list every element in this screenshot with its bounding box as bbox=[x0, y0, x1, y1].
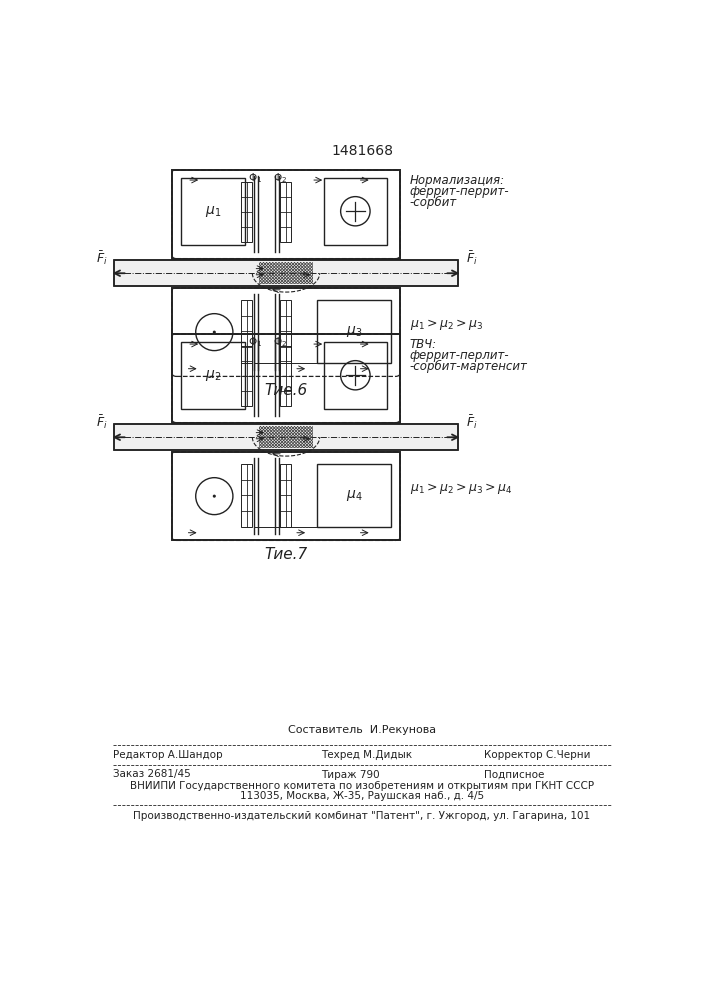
Text: 113035, Москва, Ж-35, Раушская наб., д. 4/5: 113035, Москва, Ж-35, Раушская наб., д. … bbox=[240, 791, 484, 801]
Text: Редактор А.Шандор: Редактор А.Шандор bbox=[113, 750, 223, 760]
Text: $\Phi_1$: $\Phi_1$ bbox=[248, 335, 262, 349]
Bar bbox=[241, 464, 252, 527]
Bar bbox=[114, 424, 458, 450]
Text: $\mu_2$: $\mu_2$ bbox=[204, 368, 221, 383]
Bar bbox=[317, 464, 391, 527]
Text: ТВЧ:: ТВЧ: bbox=[409, 338, 437, 351]
Bar bbox=[241, 182, 252, 242]
Bar bbox=[324, 178, 387, 245]
Bar bbox=[181, 342, 245, 409]
Text: Составитель  И.Рекунова: Составитель И.Рекунова bbox=[288, 725, 436, 735]
Text: Корректор С.Черни: Корректор С.Черни bbox=[484, 750, 590, 760]
Text: Заказ 2681/45: Заказ 2681/45 bbox=[113, 770, 191, 780]
Circle shape bbox=[213, 495, 216, 498]
Text: $\mu_4$: $\mu_4$ bbox=[346, 488, 363, 503]
Bar bbox=[172, 334, 400, 423]
Text: $\Phi_2$: $\Phi_2$ bbox=[273, 335, 287, 349]
Text: Техред М.Дидык: Техред М.Дидык bbox=[321, 750, 412, 760]
Text: $\Phi_1$: $\Phi_1$ bbox=[248, 171, 262, 185]
Text: 1481668: 1481668 bbox=[331, 144, 393, 158]
Text: Подписное: Подписное bbox=[484, 770, 544, 780]
Bar bbox=[172, 170, 400, 259]
Text: Τие.7: Τие.7 bbox=[264, 547, 308, 562]
Text: Тираж 790: Тираж 790 bbox=[321, 770, 380, 780]
Bar bbox=[181, 178, 245, 245]
Text: феррит-перлит-: феррит-перлит- bbox=[409, 349, 509, 362]
Bar bbox=[324, 342, 387, 409]
Text: ВНИИПИ Государственного комитета по изобретениям и открытиям при ГКНТ СССР: ВНИИПИ Государственного комитета по изоб… bbox=[130, 781, 594, 791]
Text: Нормализация:: Нормализация: bbox=[409, 174, 505, 187]
Text: $\mu_1 >\mu_2 >\mu_3$: $\mu_1 >\mu_2 >\mu_3$ bbox=[409, 317, 483, 332]
Text: $\bar{F}_i$: $\bar{F}_i$ bbox=[95, 413, 107, 431]
Bar bbox=[114, 260, 458, 286]
Bar bbox=[114, 260, 458, 286]
Text: $\Phi_2$: $\Phi_2$ bbox=[273, 171, 287, 185]
Bar bbox=[280, 464, 291, 527]
Text: $\bar{F}_i$: $\bar{F}_i$ bbox=[466, 413, 478, 431]
Bar bbox=[280, 300, 291, 363]
Bar bbox=[280, 346, 291, 406]
Bar bbox=[280, 182, 291, 242]
Text: Производственно-издательский комбинат "Патент", г. Ужгород, ул. Гагарина, 101: Производственно-издательский комбинат "П… bbox=[134, 811, 590, 821]
Bar bbox=[241, 346, 252, 406]
Bar bbox=[172, 288, 400, 376]
Text: $\mu_1$: $\mu_1$ bbox=[204, 204, 221, 219]
Bar bbox=[172, 452, 400, 540]
Circle shape bbox=[213, 331, 216, 334]
Bar bbox=[114, 424, 458, 450]
Text: $\mu_3$: $\mu_3$ bbox=[346, 324, 363, 339]
Text: -сорбит-мартенсит: -сорбит-мартенсит bbox=[409, 360, 527, 373]
Text: феррит-перрит-: феррит-перрит- bbox=[409, 185, 509, 198]
Bar bbox=[241, 300, 252, 363]
Text: $\mu_1 >\mu_2 >\mu_3 >\mu_4$: $\mu_1 >\mu_2 >\mu_3 >\mu_4$ bbox=[409, 481, 513, 496]
Bar bbox=[317, 300, 391, 363]
Text: $\bar{F}_i$: $\bar{F}_i$ bbox=[95, 249, 107, 267]
Text: $\bar{F}_i$: $\bar{F}_i$ bbox=[466, 249, 478, 267]
Text: -сорбит: -сорбит bbox=[409, 196, 457, 209]
Text: Τие.6: Τие.6 bbox=[264, 383, 308, 398]
